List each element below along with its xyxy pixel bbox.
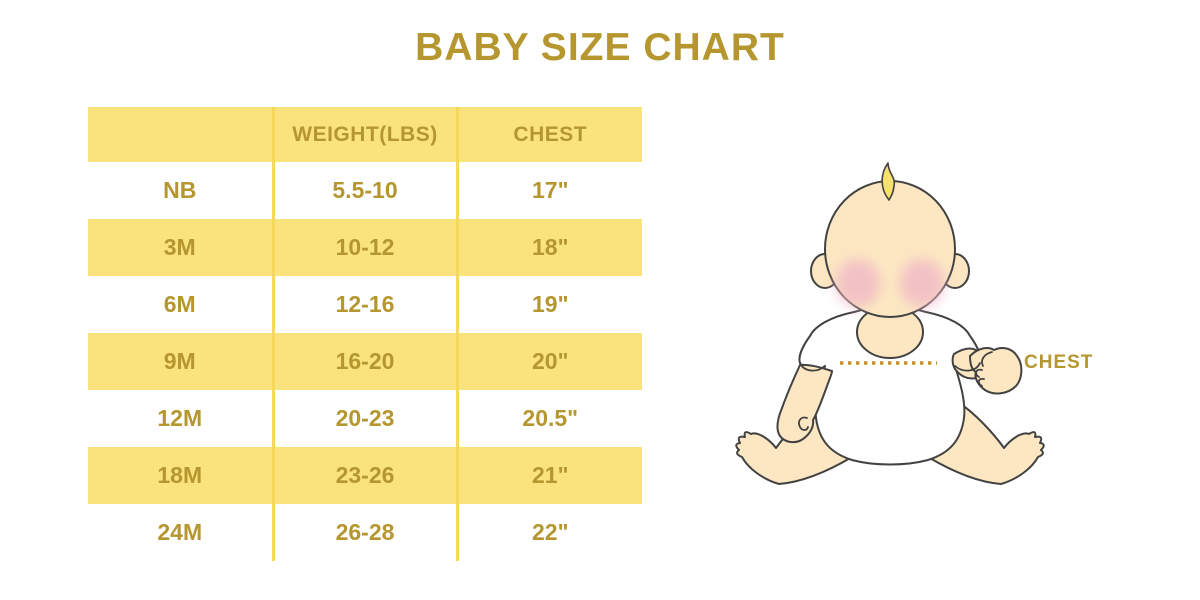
header-cell-weight: WEIGHT(LBS) [271, 107, 457, 162]
baby-right-sleeve-cuff [954, 362, 981, 372]
table-header-row: WEIGHT(LBS) CHEST [88, 107, 642, 162]
cell-chest: 20.5" [455, 390, 642, 447]
cell-chest: 17" [455, 162, 642, 219]
cell-chest: 21" [455, 447, 642, 504]
size-table: WEIGHT(LBS) CHEST NB 5.5-10 17" 3M 10-12… [88, 107, 642, 561]
cell-size: 3M [88, 219, 273, 276]
header-cell-chest: CHEST [455, 107, 642, 162]
baby-hair-tuft [881, 162, 896, 201]
cell-size: 12M [157, 405, 203, 431]
baby-sitting-figure [735, 162, 1045, 485]
baby-left-cheek-blush [836, 259, 880, 307]
baby-thumb-curl [981, 351, 993, 367]
cell-size: NB [163, 177, 197, 203]
cell-chest: 20" [455, 333, 642, 390]
cell-size: 6M [163, 291, 196, 317]
cell-chest: 22" [455, 504, 642, 561]
cell-size: 24M [157, 519, 203, 545]
cell-weight: 23-26 [271, 447, 457, 504]
baby-left-arm [776, 363, 833, 444]
cell-size: 18M [88, 447, 273, 504]
cell-chest: 19" [455, 276, 642, 333]
table-row-12m: 12M 20-23 20.5" [88, 390, 642, 447]
table-row-6m: 6M 12-16 19" [88, 276, 642, 333]
baby-fist-fingers [975, 368, 985, 387]
cell-chest: 18" [455, 219, 642, 276]
header-cell-size [88, 107, 273, 162]
cell-weight: 12-16 [271, 276, 457, 333]
baby-left-sleeve-cuff [799, 362, 826, 372]
cell-weight: 16-20 [271, 333, 457, 390]
cell-size: 9M [88, 333, 273, 390]
baby-left-hand-fingers [798, 416, 809, 431]
table-row-3m: 3M 10-12 18" [88, 219, 642, 276]
table-row-nb: NB 5.5-10 17" [88, 162, 642, 219]
page-title: BABY SIZE CHART [415, 26, 785, 69]
cell-weight: 26-28 [271, 504, 457, 561]
table-row-18m: 18M 23-26 21" [88, 447, 642, 504]
cell-weight: 20-23 [271, 390, 457, 447]
table-row-9m: 9M 16-20 20" [88, 333, 642, 390]
chest-label: CHEST [1024, 352, 1094, 373]
cell-weight: 5.5-10 [271, 162, 457, 219]
baby-right-cheek-blush [900, 259, 944, 307]
baby-illustration [730, 150, 1050, 510]
table-row-24m: 24M 26-28 22" [88, 504, 642, 561]
cell-weight: 10-12 [271, 219, 457, 276]
